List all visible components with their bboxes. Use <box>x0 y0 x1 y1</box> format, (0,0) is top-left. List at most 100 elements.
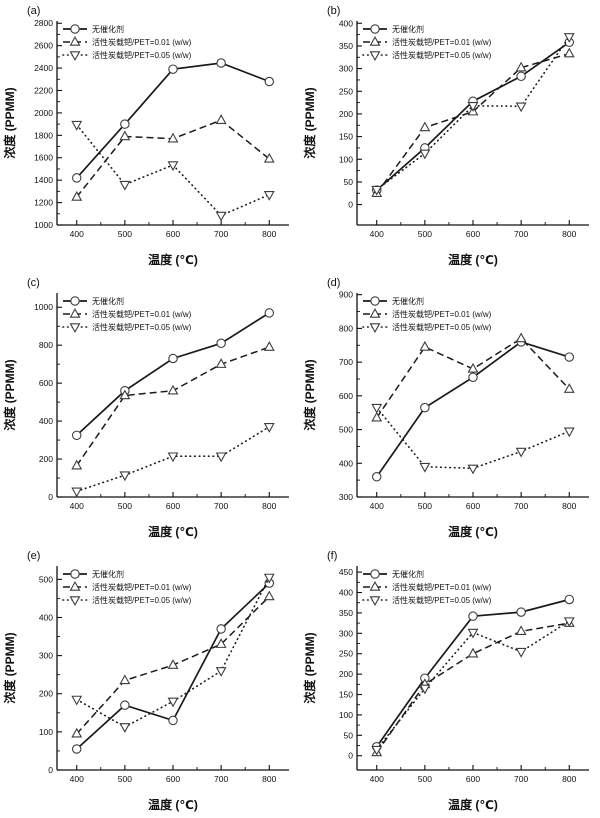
triangle-up-marker <box>119 389 131 400</box>
y-tick-label: 0 <box>48 765 53 775</box>
legend-label: 无催化剂 <box>92 296 124 306</box>
x-tick-label: 800 <box>562 229 576 239</box>
legend-label: 无催化剂 <box>392 569 424 579</box>
series-solid <box>371 337 575 482</box>
chart-panel-d: (d) 300 400 500 600 700 800 900 400 500 600 700 800… <box>300 272 600 545</box>
x-tick-label: 600 <box>166 229 180 239</box>
chart-f-plot: 0 50 100 150 200 250 300 350 400 450 400 500 600 700 8… <box>302 566 589 812</box>
triangle-down-marker <box>371 745 383 756</box>
x-tick-label: 600 <box>466 501 480 511</box>
x-axis-label: 温度 (℃) <box>448 252 498 267</box>
x-axis-label: 温度 (℃) <box>448 797 498 812</box>
panel-label-e: (e) <box>27 550 41 562</box>
legend-label: 活性炭载钯/PET=0.01 (w/w) <box>392 37 492 47</box>
y-tick-label: 300 <box>339 64 353 74</box>
circle-marker <box>216 58 226 68</box>
triangle-up-marker <box>119 130 131 141</box>
legend-label: 活性炭载钯/PET=0.05 (w/w) <box>392 50 492 60</box>
x-tick-label: 800 <box>562 774 576 784</box>
x-tick-label: 600 <box>466 774 480 784</box>
x-tick-label: 800 <box>262 229 276 239</box>
circle-marker <box>370 569 380 579</box>
series-dotted <box>371 33 575 196</box>
chart-d-plot: 300 400 500 600 700 800 900 400 500 600 700 800 温度 (… <box>302 290 589 539</box>
y-tick-label: 1600 <box>34 153 53 163</box>
triangle-down-marker <box>71 120 83 131</box>
y-tick-label: 350 <box>339 608 353 618</box>
y-axis-label: 浓度 (PPMM) <box>2 359 17 430</box>
series-dashed <box>371 332 575 422</box>
triangle-up-marker <box>71 727 83 738</box>
triangle-up-marker <box>69 307 81 318</box>
circle-marker <box>168 64 178 74</box>
triangle-up-marker <box>263 590 275 601</box>
triangle-down-marker <box>167 697 179 708</box>
y-tick-label: 2600 <box>34 41 53 51</box>
x-axis-label: 温度 (℃) <box>448 524 498 539</box>
y-axis-label: 浓度 (PPMM) <box>302 632 317 703</box>
triangle-down-marker <box>515 447 527 458</box>
circle-marker <box>468 611 478 621</box>
chart-e-plot: 0 100 200 300 400 500 400 500 600 700 800 温度 (℃) 浓度 … <box>2 566 289 812</box>
y-tick-label: 100 <box>339 154 353 164</box>
y-tick-label: 250 <box>339 86 353 96</box>
y-axis-label: 浓度 (PPMM) <box>2 632 17 703</box>
series-dotted <box>371 617 575 756</box>
y-tick-label: 200 <box>39 689 53 699</box>
x-tick-label: 500 <box>118 229 132 239</box>
triangle-down-marker <box>467 628 479 639</box>
y-tick-label: 400 <box>339 18 353 28</box>
triangle-down-marker <box>69 51 81 62</box>
triangle-down-marker <box>69 323 81 334</box>
triangle-up-marker <box>369 580 381 591</box>
y-tick-label: 2000 <box>34 108 53 118</box>
circle-marker <box>216 338 226 349</box>
x-axis-label: 温度 (℃) <box>148 524 198 539</box>
triangle-up-marker <box>69 580 81 591</box>
y-tick-label: 500 <box>39 574 53 584</box>
triangle-down-marker <box>167 161 179 172</box>
x-tick-label: 500 <box>118 774 132 784</box>
legend-label: 活性炭载钯/PET=0.05 (w/w) <box>392 322 492 332</box>
series-dashed <box>71 341 275 470</box>
x-tick-label: 600 <box>166 774 180 784</box>
chart-b-plot: 0 50 100 150 200 250 300 350 400 400 500 600 700 800 温… <box>302 18 589 267</box>
legend-label: 活性炭载钯/PET=0.05 (w/w) <box>92 50 192 60</box>
series-solid <box>71 58 275 183</box>
x-tick-label: 500 <box>418 501 432 511</box>
panel-label-b: (b) <box>327 5 341 17</box>
circle-marker <box>216 624 226 634</box>
axes: 1000 1200 1400 1600 1800 2000 2200 2400 2600 2800… <box>34 18 289 239</box>
legend-label: 活性炭载钯/PET=0.01 (w/w) <box>92 582 192 592</box>
x-tick-label: 400 <box>70 501 84 511</box>
y-axis-label: 浓度 (PPMM) <box>2 87 17 158</box>
triangle-down-marker <box>515 102 527 113</box>
triangle-up-marker <box>167 659 179 669</box>
y-tick-label: 1000 <box>34 220 53 230</box>
series-dotted <box>71 423 275 498</box>
y-tick-label: 500 <box>339 425 353 435</box>
y-tick-label: 300 <box>39 651 53 661</box>
y-tick-label: 2800 <box>34 18 53 28</box>
triangle-down-marker <box>263 573 275 584</box>
triangle-up-marker <box>71 190 83 201</box>
y-tick-label: 350 <box>339 41 353 51</box>
series-dotted <box>371 403 575 475</box>
triangle-up-marker <box>69 35 81 46</box>
legend-label: 活性炭载钯/PET=0.01 (w/w) <box>392 309 492 319</box>
axes: 0 50 100 150 200 250 300 350 400 450 400 500 600 700 8… <box>339 566 589 784</box>
triangle-down-marker <box>119 180 131 191</box>
y-tick-label: 1200 <box>34 198 53 208</box>
axes: 300 400 500 600 700 800 900 400 500 600 700 800 <box>339 290 589 511</box>
circle-marker <box>120 119 130 129</box>
triangle-up-marker <box>263 341 275 351</box>
triangle-up-marker <box>563 383 575 393</box>
y-tick-label: 200 <box>339 669 353 679</box>
triangle-up-marker <box>515 625 527 636</box>
circle-marker <box>71 744 82 754</box>
